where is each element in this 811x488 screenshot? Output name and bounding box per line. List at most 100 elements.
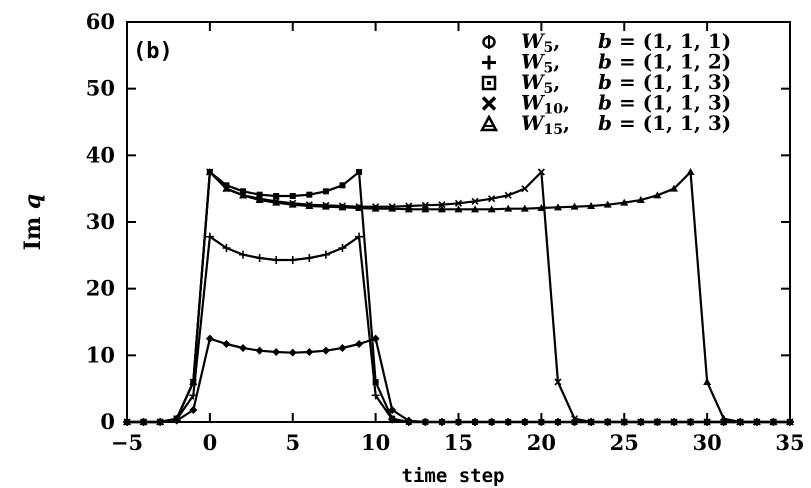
series-plus — [123, 232, 794, 426]
data-point — [703, 378, 712, 385]
data-point — [139, 418, 148, 426]
x-tick-label: 35 — [775, 430, 804, 455]
data-point — [205, 334, 214, 343]
data-point — [205, 232, 214, 241]
data-point — [438, 201, 446, 209]
data-point — [405, 202, 413, 210]
legend-entry: W15, b = (1, 1, 3) — [479, 111, 731, 138]
legend-entry: W10, b = (1, 1, 3) — [481, 91, 731, 118]
y-axis-title-text: Im — [20, 217, 46, 251]
data-point — [338, 202, 347, 210]
data-point — [587, 418, 596, 426]
x-tick-label: 0 — [203, 430, 218, 455]
data-point — [487, 418, 496, 426]
data-point — [388, 203, 396, 211]
legend-marker — [482, 35, 496, 49]
x-tick-labels: −5 0 5 10 15 20 25 30 35 — [111, 430, 805, 455]
data-point — [321, 250, 330, 259]
data-point — [504, 191, 512, 199]
legend-marker — [479, 114, 499, 132]
x-tick-label: 15 — [444, 430, 473, 455]
data-point — [239, 250, 248, 259]
panel-label: (b) — [133, 39, 173, 64]
legend-entry: W5, b = (1, 1, 1) — [482, 29, 731, 56]
data-point — [321, 346, 330, 355]
data-point — [454, 418, 463, 426]
legend-label: W15, b = (1, 1, 3) — [521, 111, 731, 138]
data-point — [256, 191, 263, 198]
data-point — [487, 205, 496, 213]
data-point — [371, 334, 380, 343]
data-point — [520, 418, 529, 426]
x-tick-label: 30 — [693, 430, 722, 455]
data-point — [553, 203, 562, 211]
y-axis-title: Im q — [20, 194, 46, 251]
y-tick-label: 0 — [100, 409, 115, 434]
data-point — [620, 198, 629, 206]
data-point — [372, 379, 379, 385]
data-point — [537, 168, 545, 176]
data-point — [437, 418, 446, 426]
data-point — [255, 254, 264, 262]
legend-label: W5, b = (1, 1, 3) — [521, 70, 731, 97]
series-triangle — [123, 168, 794, 425]
data-point — [355, 340, 364, 348]
data-point — [123, 418, 131, 426]
data-point — [289, 193, 296, 199]
y-tick-label: 30 — [86, 209, 115, 234]
x-tick-label: 5 — [285, 430, 300, 455]
data-point — [504, 418, 513, 426]
data-point — [703, 418, 712, 426]
data-point — [372, 203, 380, 211]
data-point — [239, 344, 248, 352]
x-tick-label: −5 — [111, 430, 143, 455]
x-tick-label: 10 — [361, 430, 390, 455]
legend-label: W5, b = (1, 1, 1) — [521, 29, 731, 56]
data-point — [338, 244, 347, 252]
data-point — [752, 418, 761, 426]
data-point — [306, 191, 313, 198]
legend-entry: W5, b = (1, 1, 3) — [481, 70, 731, 97]
data-point — [554, 378, 562, 386]
data-point — [736, 418, 745, 426]
data-point — [322, 201, 330, 209]
data-point — [719, 418, 728, 426]
data-point — [454, 199, 463, 207]
data-point — [404, 416, 413, 425]
data-point — [371, 204, 380, 212]
data-point — [686, 168, 695, 175]
data-point — [669, 184, 678, 192]
data-point — [404, 205, 413, 213]
y-tick-label: 40 — [86, 142, 115, 167]
data-point — [206, 169, 213, 175]
data-point — [520, 204, 529, 212]
legend-entry: W5, b = (1, 1, 2) — [482, 50, 731, 77]
data-point — [553, 418, 562, 426]
data-point — [570, 202, 579, 210]
data-point — [636, 418, 645, 426]
y-tick-label: 10 — [86, 342, 115, 367]
data-point — [305, 348, 314, 356]
x-axis-title: time step — [402, 465, 505, 487]
legend-marker — [481, 96, 497, 111]
data-point — [454, 205, 463, 213]
data-point — [603, 200, 612, 208]
series-line — [127, 337, 790, 424]
y-axis-title-var: q — [20, 194, 46, 209]
series-line — [127, 235, 790, 424]
data-point — [305, 201, 313, 209]
data-point — [190, 379, 197, 385]
data-point — [471, 205, 480, 213]
x-tick-label: 25 — [610, 430, 639, 455]
data-point — [620, 418, 629, 426]
data-point — [255, 346, 264, 355]
data-point — [272, 197, 280, 205]
data-point — [222, 244, 231, 252]
data-point — [421, 205, 430, 213]
data-point — [421, 418, 430, 426]
data-point — [288, 348, 297, 357]
data-point — [288, 256, 297, 264]
data-point — [172, 416, 181, 425]
data-point — [338, 344, 347, 352]
